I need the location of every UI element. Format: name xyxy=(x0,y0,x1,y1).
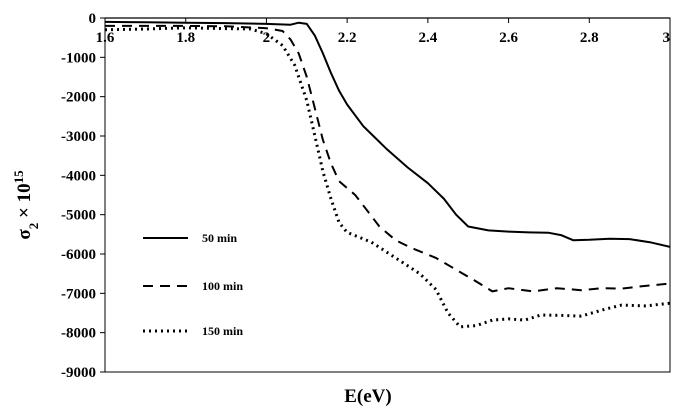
y-axis-title-sub: 2 xyxy=(26,223,41,230)
y-axis-title-group: σ2 × 1015 xyxy=(11,170,41,240)
legend-label-3: 150 min xyxy=(202,324,243,338)
y-axis-ticks: 0 -1000 -2000 -3000 -4000 -5000 -6000 -7000 -800… xyxy=(61,11,105,381)
x-tick-label: 3 xyxy=(663,30,671,46)
y-tick-label: 0 xyxy=(89,11,97,27)
legend-label-2: 100 min xyxy=(202,279,243,293)
legend: 50 min 100 min 150 min xyxy=(143,231,243,338)
plot-border xyxy=(104,17,671,373)
plot-frame xyxy=(104,17,671,373)
y-tick-label: -9000 xyxy=(61,365,96,381)
y-axis-title: σ2 × 1015 xyxy=(11,170,41,240)
legend-label-1: 50 min xyxy=(202,231,237,245)
y-axis-title-times: × 10 xyxy=(14,183,35,222)
x-axis-ticks: 1.6 1.8 2 2.2 2.4 2.6 2.8 3 xyxy=(96,18,671,46)
x-tick-label: 2.8 xyxy=(580,30,599,46)
series-line-1 xyxy=(104,20,671,248)
x-tick-label: 2.4 xyxy=(418,30,437,46)
series-line-3 xyxy=(104,26,671,329)
y-axis-title-sup: 15 xyxy=(11,170,26,184)
x-tick-label: 2.6 xyxy=(499,30,518,46)
y-tick-label: -8000 xyxy=(61,326,96,342)
y-tick-label: -2000 xyxy=(61,90,96,106)
y-tick-label: -5000 xyxy=(61,208,96,224)
x-tick-label: 2.2 xyxy=(338,30,357,46)
y-tick-label: -1000 xyxy=(61,50,96,66)
y-tick-label: -6000 xyxy=(61,247,96,263)
series-line-2 xyxy=(105,24,671,293)
y-axis-title-base: σ xyxy=(14,229,35,240)
x-tick-label: 1.8 xyxy=(176,30,195,46)
x-tick-label: 1.6 xyxy=(96,30,115,46)
series-layer xyxy=(104,20,671,329)
y-tick-label: -7000 xyxy=(61,286,96,302)
y-tick-label: -3000 xyxy=(61,129,96,145)
x-axis-title: E(eV) xyxy=(344,386,391,407)
y-tick-label: -4000 xyxy=(61,168,96,184)
x-tick-label: 2 xyxy=(263,30,271,46)
